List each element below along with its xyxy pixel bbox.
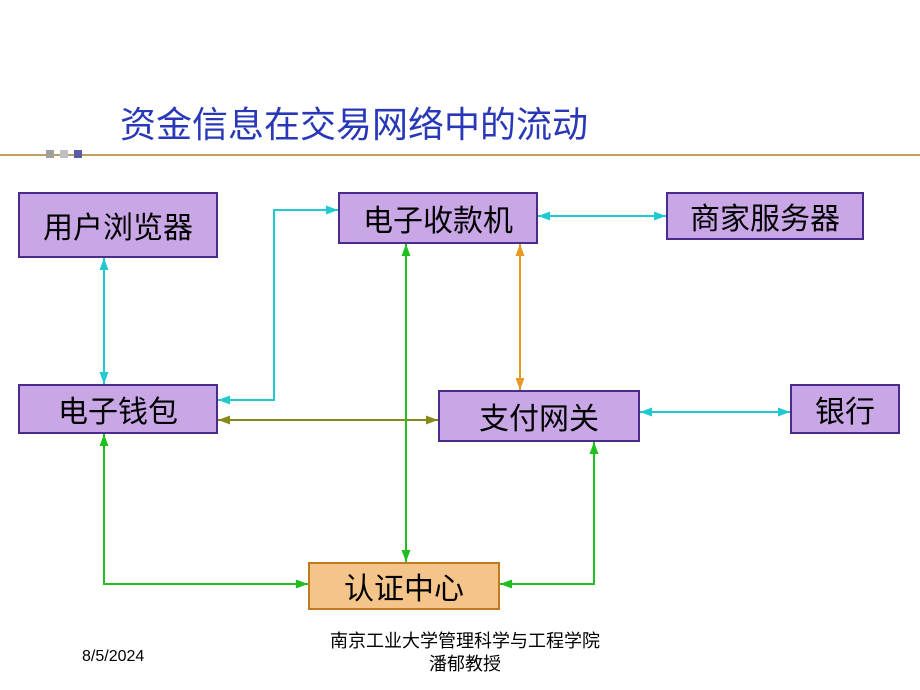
title-underline xyxy=(0,154,920,156)
accent-square xyxy=(46,150,54,158)
node-merchant: 商家服务器 xyxy=(666,192,864,240)
node-gateway: 支付网关 xyxy=(438,390,640,442)
edge-gateway-cert xyxy=(500,442,594,584)
node-browser: 用户浏览器 xyxy=(18,192,218,258)
node-bank: 银行 xyxy=(790,384,900,434)
footer-affiliation: 南京工业大学管理科学与工程学院 潘郁教授 xyxy=(330,630,600,675)
accent-square xyxy=(60,150,68,158)
accent-square xyxy=(74,150,82,158)
node-cert: 认证中心 xyxy=(308,562,500,610)
footer-line1: 南京工业大学管理科学与工程学院 xyxy=(330,630,600,653)
node-wallet: 电子钱包 xyxy=(18,384,218,434)
slide-title: 资金信息在交易网络中的流动 xyxy=(120,96,588,148)
node-pos: 电子收款机 xyxy=(338,192,538,244)
slide: 资金信息在交易网络中的流动 用户浏览器 电子收款机 商家服务器电子钱包 支付网关 银行认… xyxy=(0,0,920,690)
edge-wallet-cert xyxy=(104,434,308,584)
footer-line2: 潘郁教授 xyxy=(330,653,600,676)
edge-pos-wallet-elbow xyxy=(218,210,338,400)
footer-date: 8/5/2024 xyxy=(82,648,144,666)
